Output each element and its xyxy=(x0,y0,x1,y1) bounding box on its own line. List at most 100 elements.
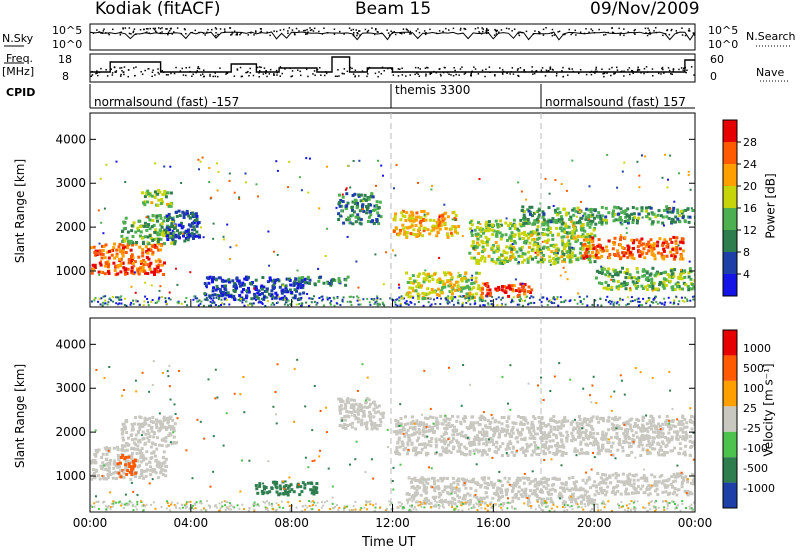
power-sparse-cell xyxy=(175,267,177,270)
power-cell-2 xyxy=(156,192,160,196)
power-cell-5 xyxy=(322,281,326,285)
power-sparse-cell xyxy=(610,278,613,281)
power-cell-10 xyxy=(519,224,523,228)
nave-point xyxy=(446,71,449,74)
velocity-cell-5 xyxy=(472,449,476,453)
power-cell-10 xyxy=(538,247,542,251)
nsearch-point xyxy=(538,31,540,33)
velocity-cell-5 xyxy=(504,433,508,437)
velocity-cell-5 xyxy=(471,415,474,419)
velocity-cell-5 xyxy=(642,437,646,441)
freq-label-top: Freq. xyxy=(6,52,34,65)
power-cell-12 xyxy=(564,213,568,217)
power-cell-12 xyxy=(659,214,663,218)
velocity-cell-5 xyxy=(415,452,419,456)
power-cell-12 xyxy=(624,209,628,213)
power-cell-11 xyxy=(630,238,634,242)
power-sparse-cell xyxy=(133,265,136,268)
velocity-cell-2 xyxy=(172,426,176,430)
nsearch-point xyxy=(167,33,169,36)
power-cell-12 xyxy=(665,207,669,211)
velocity-cell-5 xyxy=(678,420,681,424)
power-cell-1 xyxy=(147,223,150,227)
power-sparse-cell xyxy=(680,268,682,271)
nave-point xyxy=(682,69,684,71)
power-clutter-cell xyxy=(271,302,274,305)
power-cell-0 xyxy=(113,269,117,272)
power-cell-4 xyxy=(268,276,272,280)
nsearch-point xyxy=(410,32,412,35)
power-cell-13 xyxy=(653,287,657,291)
nsearch-point xyxy=(215,28,218,30)
power-clutter-cell xyxy=(357,303,360,306)
velocity-cell-3 xyxy=(284,490,288,494)
power-cell-10 xyxy=(483,259,487,263)
power-cell-10 xyxy=(499,219,502,223)
power-sparse-cell xyxy=(228,179,231,182)
velocity-cell-5 xyxy=(463,419,467,423)
velocity-cell-5 xyxy=(542,449,546,453)
nave-point xyxy=(173,72,176,75)
power-clutter-cell xyxy=(273,303,276,306)
velocity-cell-5 xyxy=(485,431,489,435)
power-sparse-cell xyxy=(636,160,639,163)
velocity-cell-0 xyxy=(138,464,142,468)
velocity-cell-3 xyxy=(284,484,288,487)
nave-point xyxy=(589,71,591,74)
power-cell-10 xyxy=(534,243,538,246)
power-cell-12 xyxy=(693,215,695,219)
power-clutter-cell xyxy=(320,295,323,298)
power-cell-10 xyxy=(475,261,479,265)
power-cell-8 xyxy=(464,272,468,276)
power-cell-0 xyxy=(126,267,130,271)
velocity-cell-4 xyxy=(381,415,385,419)
power-cell-1 xyxy=(166,231,170,235)
power-cell-10 xyxy=(579,235,583,239)
power-cell-4 xyxy=(296,286,300,290)
power-cell-4 xyxy=(271,295,275,299)
power-cell-11 xyxy=(680,237,684,241)
velocity-cell-2 xyxy=(166,417,169,420)
power-cell-11 xyxy=(626,251,630,255)
power-cell-10 xyxy=(470,233,474,237)
power-cell-13 xyxy=(664,283,668,287)
power-cell-7 xyxy=(408,225,412,229)
power-cell-13 xyxy=(662,277,666,281)
nave-point xyxy=(163,71,165,73)
power-cell-10 xyxy=(532,237,536,241)
nsearch-point xyxy=(146,31,148,33)
nave-point xyxy=(157,68,159,70)
power-cell-11 xyxy=(619,257,622,261)
power-cell-10 xyxy=(483,256,487,260)
power-cell-13 xyxy=(641,274,645,278)
power-cell-6 xyxy=(378,200,382,204)
velocity-cell-5 xyxy=(659,424,662,428)
power-cell-3 xyxy=(171,225,175,228)
velocity-cell-4 xyxy=(360,409,364,413)
velocity-cell-5 xyxy=(589,432,593,435)
velocity-cell-5 xyxy=(484,438,488,441)
nave-point xyxy=(119,67,121,69)
power-sparse-cell xyxy=(587,218,590,221)
nave-point xyxy=(645,66,648,68)
power-cell-0 xyxy=(103,264,107,268)
cpid-segment-2: themis 3300 xyxy=(395,83,471,97)
power-cell-10 xyxy=(496,244,500,248)
nave-point xyxy=(269,68,272,71)
power-cell-11 xyxy=(675,245,679,249)
power-cell-10 xyxy=(552,262,556,266)
velocity-cell-0 xyxy=(108,446,112,450)
nsearch-point xyxy=(176,27,179,29)
velocity-cell-5 xyxy=(553,427,557,431)
power-cell-9 xyxy=(514,289,518,293)
power-sparse-cell xyxy=(395,163,398,166)
power-cell-5 xyxy=(346,275,350,279)
power-sparse-cell xyxy=(580,200,582,203)
power-clutter-cell xyxy=(524,296,527,299)
power-cell-10 xyxy=(556,260,560,264)
power-cell-6 xyxy=(360,204,364,208)
power-cell-7 xyxy=(414,224,418,227)
power-cell-7 xyxy=(407,217,411,221)
velocity-cell-0 xyxy=(125,448,129,452)
power-clutter-cell xyxy=(270,303,273,306)
